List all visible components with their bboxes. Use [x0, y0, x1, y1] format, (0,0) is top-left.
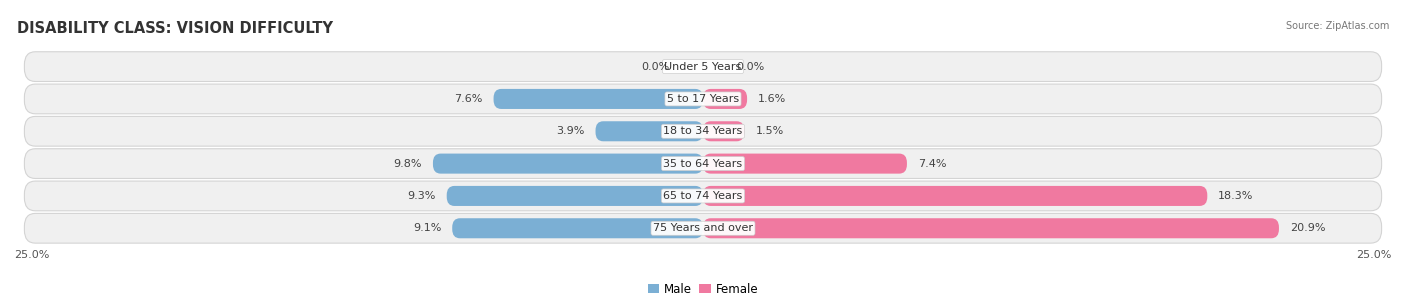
FancyBboxPatch shape: [24, 213, 1382, 243]
Text: 25.0%: 25.0%: [14, 250, 49, 260]
Text: Under 5 Years: Under 5 Years: [665, 62, 741, 72]
Text: 9.8%: 9.8%: [394, 159, 422, 169]
Text: 65 to 74 Years: 65 to 74 Years: [664, 191, 742, 201]
Text: 18 to 34 Years: 18 to 34 Years: [664, 126, 742, 136]
FancyBboxPatch shape: [703, 121, 744, 141]
Text: DISABILITY CLASS: VISION DIFFICULTY: DISABILITY CLASS: VISION DIFFICULTY: [17, 21, 333, 36]
Text: 1.5%: 1.5%: [755, 126, 783, 136]
Text: 5 to 17 Years: 5 to 17 Years: [666, 94, 740, 104]
FancyBboxPatch shape: [703, 218, 1279, 238]
Text: 35 to 64 Years: 35 to 64 Years: [664, 159, 742, 169]
FancyBboxPatch shape: [24, 52, 1382, 81]
FancyBboxPatch shape: [703, 89, 747, 109]
Text: 0.0%: 0.0%: [641, 62, 669, 72]
FancyBboxPatch shape: [596, 121, 703, 141]
Text: Source: ZipAtlas.com: Source: ZipAtlas.com: [1285, 21, 1389, 31]
Text: 3.9%: 3.9%: [557, 126, 585, 136]
Text: 18.3%: 18.3%: [1219, 191, 1254, 201]
Legend: Male, Female: Male, Female: [643, 278, 763, 300]
FancyBboxPatch shape: [24, 84, 1382, 114]
Text: 7.6%: 7.6%: [454, 94, 482, 104]
Text: 20.9%: 20.9%: [1289, 223, 1326, 233]
Text: 75 Years and over: 75 Years and over: [652, 223, 754, 233]
FancyBboxPatch shape: [447, 186, 703, 206]
FancyBboxPatch shape: [24, 116, 1382, 146]
FancyBboxPatch shape: [494, 89, 703, 109]
FancyBboxPatch shape: [703, 186, 1208, 206]
Text: 7.4%: 7.4%: [918, 159, 946, 169]
FancyBboxPatch shape: [24, 181, 1382, 211]
Text: 25.0%: 25.0%: [1357, 250, 1392, 260]
FancyBboxPatch shape: [24, 149, 1382, 178]
Text: 9.3%: 9.3%: [408, 191, 436, 201]
Text: 0.0%: 0.0%: [737, 62, 765, 72]
FancyBboxPatch shape: [433, 154, 703, 174]
FancyBboxPatch shape: [703, 154, 907, 174]
Text: 9.1%: 9.1%: [413, 223, 441, 233]
FancyBboxPatch shape: [453, 218, 703, 238]
Text: 1.6%: 1.6%: [758, 94, 786, 104]
